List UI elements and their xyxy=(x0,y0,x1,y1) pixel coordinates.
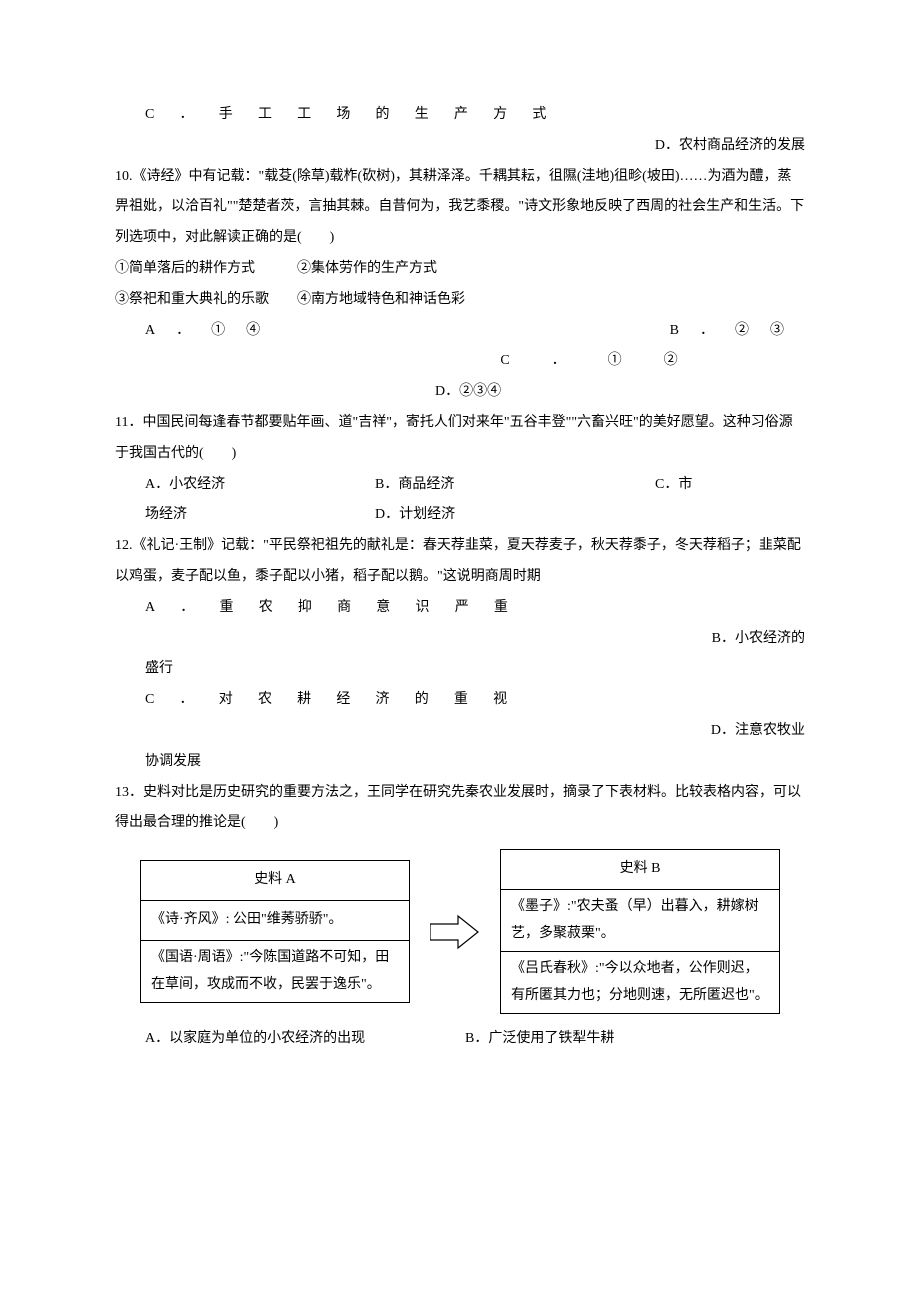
q12-option-c-row: C．对农耕经济的重视 xyxy=(115,685,805,716)
q12-stem: 12.《礼记·王制》记载："平民祭祀祖先的献礼是：春天荐韭菜，夏天荐麦子，秋天荐… xyxy=(115,531,805,593)
q11-option-c-part1: C．市 xyxy=(655,470,692,501)
q13-tables-container: 史料 A 《诗·齐风》: 公田"维莠骄骄"。 《国语·周语》:"今陈国道路不可知… xyxy=(115,849,805,1014)
question-11: 11．中国民间每逢春节都要贴年画、道"吉祥"，寄托人们对来年"五谷丰登""六畜兴… xyxy=(115,408,805,531)
q11-option-c-part2: 场经济 xyxy=(145,500,375,531)
q12-option-d-part1: D．注意农牧业 xyxy=(711,723,805,738)
q9-option-d-row: D．农村商品经济的发展 xyxy=(115,131,805,162)
q10-option-c: C．①② xyxy=(500,346,719,377)
q13-table-b-row1: 《墨子》:"农夫蚤（早）出暮入，耕嫁树艺，多聚菽栗"。 xyxy=(501,889,780,951)
q10-sub1: ①简单落后的耕作方式 ②集体劳作的生产方式 xyxy=(115,254,805,285)
q13-option-b: B．广泛使用了铁犁牛耕 xyxy=(465,1024,614,1055)
question-9-options: C．手工工场的生产方式 D．农村商品经济的发展 xyxy=(115,100,805,162)
question-10: 10.《诗经》中有记载："载芟(除草)载柞(砍树)，其耕泽泽。千耦其耘，徂隰(洼… xyxy=(115,162,805,408)
q13-table-a-row1: 《诗·齐风》: 公田"维莠骄骄"。 xyxy=(141,901,410,941)
q12-option-a: A．重农抑商意识严重 xyxy=(145,593,805,624)
q11-option-b: B．商品经济 xyxy=(375,470,655,501)
q9-option-d: D．农村商品经济的发展 xyxy=(655,138,805,153)
q11-options-row1: A．小农经济 B．商品经济 C．市 xyxy=(115,470,805,501)
question-12: 12.《礼记·王制》记载："平民祭祀祖先的献礼是：春天荐韭菜，夏天荐麦子，秋天荐… xyxy=(115,531,805,777)
q11-option-d: D．计划经济 xyxy=(375,500,455,531)
q10-sub2: ③祭祀和重大典礼的乐歌 ④南方地域特色和神话色彩 xyxy=(115,285,805,316)
q12-option-d-row2: 协调发展 xyxy=(115,747,805,778)
arrow-right-icon xyxy=(430,912,480,952)
q13-table-b-row2: 《吕氏春秋》:"今以众地者，公作则迟，有所匿其力也；分地则速，无所匿迟也"。 xyxy=(501,952,780,1014)
q10-options-row1: A．①④ B．②③ xyxy=(115,316,805,347)
q10-option-b: B．②③ xyxy=(670,316,805,347)
q11-option-a: A．小农经济 xyxy=(145,470,375,501)
q10-options-row3: D．②③④ xyxy=(115,377,805,408)
q9-option-c-row: C．手工工场的生产方式 xyxy=(115,100,805,131)
q13-option-a: A．以家庭为单位的小农经济的出现 xyxy=(145,1024,465,1055)
q12-option-c: C．对农耕经济的重视 xyxy=(145,685,805,716)
q13-stem: 13．史料对比是历史研究的重要方法之，王同学在研究先秦农业发展时，摘录了下表材料… xyxy=(115,778,805,840)
q13-table-b-header: 史料 B xyxy=(501,850,780,890)
q12-option-b-part1: B．小农经济的 xyxy=(712,631,805,646)
q10-option-d: D．②③④ xyxy=(435,384,501,399)
q13-table-a: 史料 A 《诗·齐风》: 公田"维莠骄骄"。 《国语·周语》:"今陈国道路不可知… xyxy=(140,860,410,1003)
q12-option-a-row: A．重农抑商意识严重 xyxy=(115,593,805,624)
q10-option-a: A．①④ xyxy=(145,316,670,347)
q12-option-d-row1: D．注意农牧业 xyxy=(115,716,805,747)
q13-table-b: 史料 B 《墨子》:"农夫蚤（早）出暮入，耕嫁树艺，多聚菽栗"。 《吕氏春秋》:… xyxy=(500,849,780,1014)
q13-table-a-header: 史料 A xyxy=(141,861,410,901)
q12-option-b-row1: B．小农经济的 xyxy=(115,624,805,655)
question-13: 13．史料对比是历史研究的重要方法之，王同学在研究先秦农业发展时，摘录了下表材料… xyxy=(115,778,805,1056)
q9-option-c: C．手工工场的生产方式 xyxy=(145,100,805,131)
q12-option-b-part2: 盛行 xyxy=(145,661,173,676)
q10-stem: 10.《诗经》中有记载："载芟(除草)载柞(砍树)，其耕泽泽。千耦其耘，徂隰(洼… xyxy=(115,162,805,254)
q13-table-a-row2: 《国语·周语》:"今陈国道路不可知，田在草间，攻成而不收，民罢于逸乐"。 xyxy=(141,940,410,1002)
q11-options-row2: 场经济 D．计划经济 xyxy=(115,500,805,531)
q12-option-d-part2: 协调发展 xyxy=(145,754,201,769)
q10-options-row2: C．①② xyxy=(115,346,805,377)
q13-options-row: A．以家庭为单位的小农经济的出现 B．广泛使用了铁犁牛耕 xyxy=(115,1024,805,1055)
q12-option-b-row2: 盛行 xyxy=(115,654,805,685)
q11-stem: 11．中国民间每逢春节都要贴年画、道"吉祥"，寄托人们对来年"五谷丰登""六畜兴… xyxy=(115,408,805,470)
